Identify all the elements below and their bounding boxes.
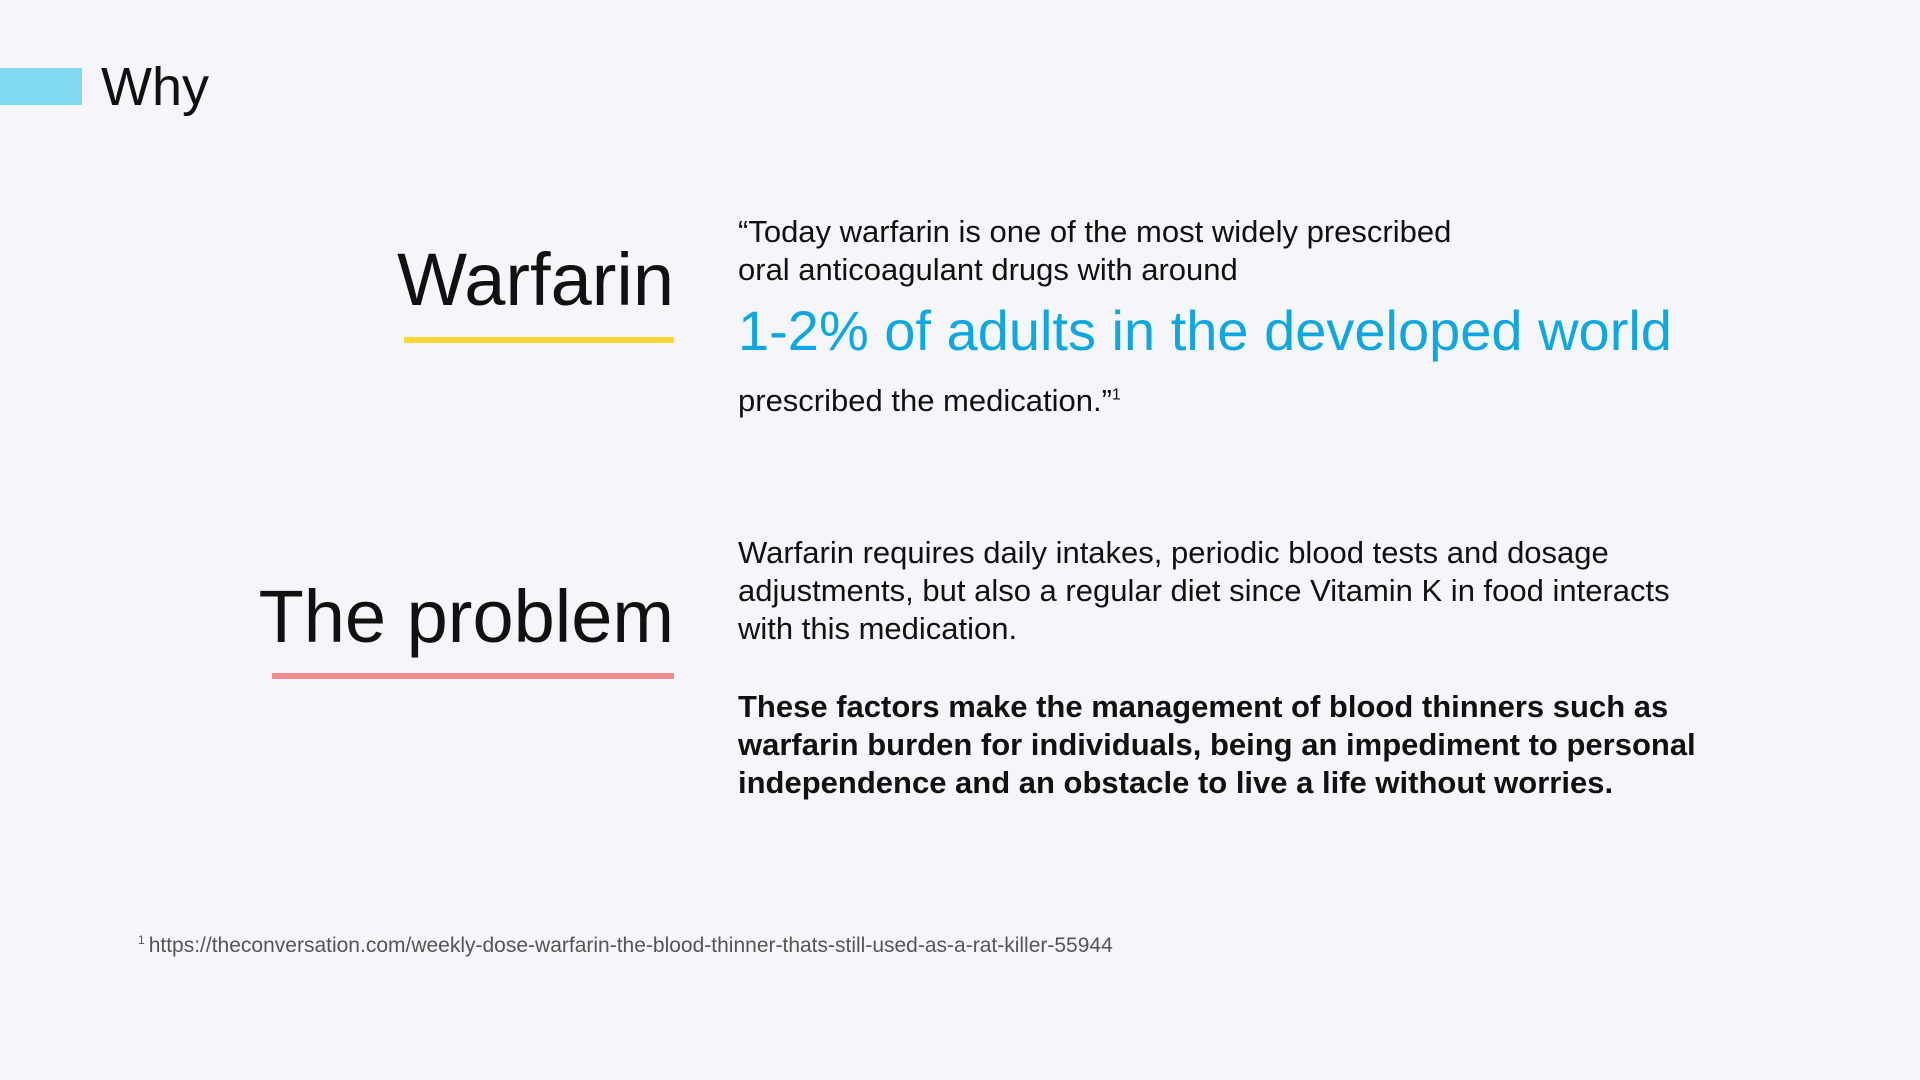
warfarin-quote: “Today warfarin is one of the most widel…	[738, 213, 1738, 289]
quote-line-1: “Today warfarin is one of the most widel…	[738, 214, 1452, 249]
warfarin-highlight-stat: 1-2% of adults in the developed world	[738, 299, 1672, 362]
footnote-link[interactable]: https://theconversation.com/weekly-dose-…	[148, 934, 1113, 957]
problem-paragraph: Warfarin requires daily intakes, periodi…	[738, 535, 1670, 646]
problem-bold-paragraph: These factors make the management of blo…	[738, 689, 1696, 800]
quote-end-text: prescribed the medication.”	[738, 383, 1112, 418]
problem-heading: The problem	[258, 575, 674, 658]
problem-underline	[272, 673, 674, 679]
warfarin-heading: Warfarin	[397, 238, 674, 321]
slide-title: Why	[101, 57, 209, 117]
quote-line-2: oral anticoagulant drugs with around	[738, 252, 1238, 287]
header-accent-bar	[0, 68, 82, 105]
quote-end: prescribed the medication.”1	[738, 382, 1121, 420]
footnote: 1 https://theconversation.com/weekly-dose…	[138, 932, 1113, 960]
quote-footnote-marker: 1	[1111, 386, 1121, 404]
warfarin-underline	[404, 337, 674, 343]
footnote-marker: 1	[138, 933, 145, 947]
